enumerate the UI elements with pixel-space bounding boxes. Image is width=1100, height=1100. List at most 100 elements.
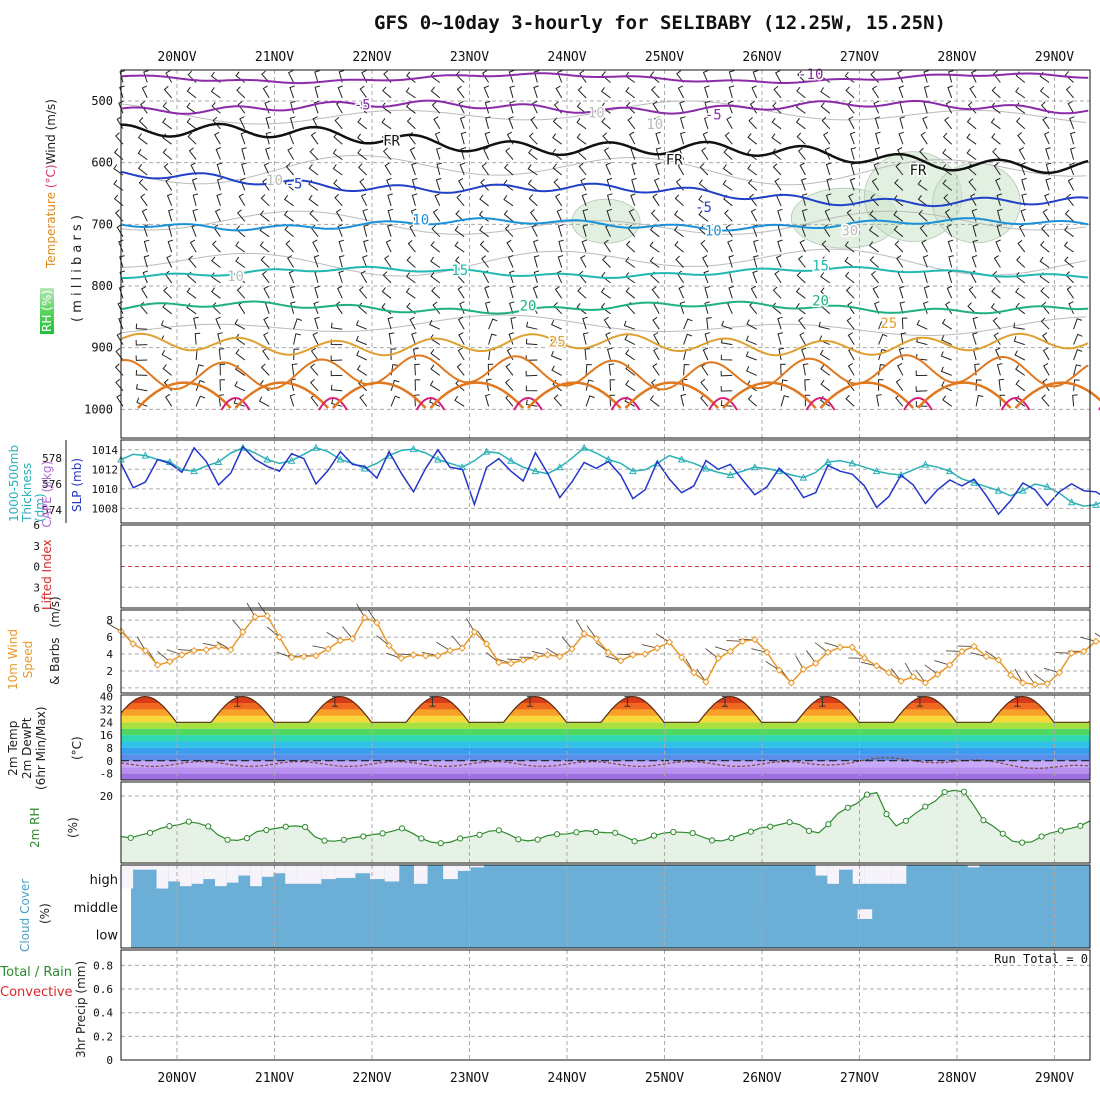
- wind-barb: [871, 85, 880, 99]
- wind-barb: [750, 208, 758, 222]
- wind-barb: [942, 132, 953, 145]
- wind-barb: [1042, 116, 1050, 130]
- rh-contour-2: [120, 210, 1087, 235]
- thickness-marker: [945, 467, 954, 475]
- wind-barb: [283, 210, 294, 222]
- wind-barb: [459, 162, 466, 176]
- wind-barb: [409, 147, 416, 160]
- wind-barb: [458, 177, 465, 191]
- wind10m-barb: [1025, 671, 1036, 685]
- hot-core-3: [513, 397, 543, 411]
- wind-barb: [503, 163, 514, 176]
- wind-barb: [780, 363, 786, 376]
- stability-frame: [120, 524, 1091, 609]
- wind-barb: [922, 301, 929, 314]
- wind10m-barb: [1094, 632, 1100, 638]
- wind-barb: [482, 70, 490, 83]
- wind-barb: [387, 224, 393, 237]
- wind-barb: [189, 239, 197, 253]
- cloud-panel: high middle low: [74, 865, 1090, 948]
- wind-barb: [1066, 285, 1075, 299]
- rh2m-ylabel: 2m RH: [28, 807, 42, 849]
- wind10m-marker: [897, 677, 905, 685]
- wind-barb: [749, 100, 758, 114]
- wind-barb: [135, 323, 148, 330]
- precip-ytick-4: 0.8: [93, 959, 113, 972]
- thickness-marker: [1019, 486, 1027, 494]
- wind-barb: [824, 147, 831, 160]
- wind-barb: [357, 379, 368, 392]
- temp2m-ytick-0: 40: [100, 691, 113, 704]
- wind-barb: [948, 255, 954, 268]
- wind-barb: [874, 116, 881, 129]
- wind-barb: [991, 133, 1001, 145]
- wind-barb: [1043, 362, 1050, 376]
- wind-barb: [972, 332, 978, 345]
- wind-barb: [996, 224, 1003, 237]
- wind-barb: [525, 370, 538, 377]
- wind10m-ytick-0: 0: [106, 682, 113, 695]
- wind-barb: [119, 270, 126, 284]
- wind-barb: [530, 116, 538, 130]
- precip-ytick-2: 0.4: [93, 1007, 113, 1020]
- wind-barb: [948, 70, 954, 83]
- wind-barb: [1015, 302, 1026, 315]
- wind-barb: [1015, 364, 1026, 376]
- wind-barb: [580, 255, 587, 268]
- wind10m-marker: [909, 673, 917, 681]
- wind-barb: [137, 133, 148, 145]
- thickness-marker: [287, 456, 296, 464]
- temp-minmax-bar-5: [721, 696, 728, 707]
- wind10m-barb: [1034, 673, 1048, 685]
- wind-barb: [585, 363, 592, 376]
- wind10m-marker: [543, 651, 552, 659]
- wind-barb: [484, 131, 491, 145]
- wind10m-marker: [312, 652, 320, 660]
- top-day-label-6: 26NOV: [742, 50, 781, 65]
- wind-barb: [411, 332, 417, 345]
- wind-barb: [140, 193, 148, 207]
- wind-barb: [623, 320, 635, 330]
- wind-barb: [211, 287, 221, 299]
- wind-barb: [314, 70, 320, 83]
- wind-barb: [609, 394, 616, 407]
- bottom-day-label-2: 22NOV: [352, 1071, 391, 1086]
- wind-barb: [458, 100, 465, 114]
- wind10m-marker: [958, 647, 966, 656]
- wind-barb: [796, 271, 806, 284]
- wind10m-marker: [556, 652, 564, 661]
- wind-barb: [533, 270, 540, 284]
- wind10m-marker: [385, 641, 393, 650]
- wind-barb: [1045, 177, 1051, 191]
- stability-ytick-0: 6: [33, 519, 40, 532]
- bottom-day-label-4: 24NOV: [547, 1071, 586, 1086]
- wind-barb: [265, 131, 272, 145]
- wind-barb: [552, 117, 563, 130]
- wind-barb: [796, 86, 806, 99]
- wind-barb: [262, 347, 270, 361]
- wind-barb: [923, 285, 930, 299]
- wind-barb: [704, 301, 710, 314]
- wind-barb: [603, 316, 611, 330]
- top-day-label-5: 25NOV: [645, 50, 684, 65]
- wind-barb: [677, 85, 685, 99]
- cloud-mid-gap-0: [857, 909, 873, 919]
- wind-barb: [1069, 116, 1075, 129]
- wind10m-barb: [232, 619, 244, 633]
- wind-barb: [585, 395, 595, 407]
- thickness-marker: [970, 478, 978, 486]
- wind-barb: [991, 287, 1001, 299]
- wind-barb: [701, 147, 709, 160]
- isotherm-2: [121, 122, 1089, 175]
- top-day-label-3: 23NOV: [450, 50, 489, 65]
- wind-barb: [1069, 131, 1076, 145]
- wind-barb: [823, 131, 831, 145]
- wind-barb: [290, 301, 296, 314]
- wind-barb: [878, 333, 888, 345]
- top-day-label-2: 22NOV: [352, 50, 391, 65]
- rh2m-marker: [902, 817, 909, 824]
- rh2m-marker: [708, 837, 716, 844]
- rh2m-frame: [120, 781, 1091, 864]
- stability-ylabel: Lifted Index CAPE (J/kg): [40, 461, 54, 610]
- wind-barb: [967, 101, 977, 114]
